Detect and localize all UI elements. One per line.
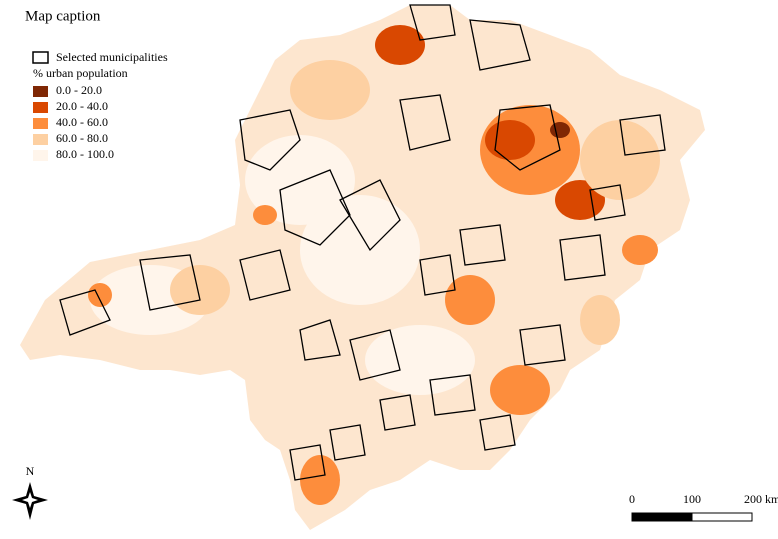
- legend-swatch: [33, 134, 48, 145]
- scale-label: 0: [629, 492, 635, 506]
- legend-title: % urban population: [33, 66, 128, 80]
- selected-municipalities: [59, 4, 666, 481]
- scale-label: 200 km: [744, 492, 778, 506]
- legend-label: 0.0 - 20.0: [56, 83, 102, 97]
- legend-label: 60.0 - 80.0: [56, 131, 108, 145]
- scale-label: 100: [683, 492, 701, 506]
- legend-label: 40.0 - 60.0: [56, 115, 108, 129]
- legend-label: 80.0 - 100.0: [56, 147, 114, 161]
- legend-label: 20.0 - 40.0: [56, 99, 108, 113]
- legend-swatch: [33, 102, 48, 113]
- selected-swatch: [32, 51, 49, 64]
- caption-title: Map caption: [25, 8, 101, 24]
- legend-swatch: [33, 150, 48, 161]
- legend: 0.0 - 20.0 20.0 - 40.0 40.0 - 60.0 60.0 - 8…: [33, 83, 114, 161]
- selected-label: Selected municipalities: [56, 50, 168, 64]
- state-map: [20, 4, 705, 530]
- north-label: N: [26, 464, 35, 478]
- legend-swatch: [33, 118, 48, 129]
- legend-swatch: [33, 86, 48, 97]
- north-arrow: N: [12, 464, 48, 520]
- scale-bar: 0 100 200 km: [629, 492, 778, 522]
